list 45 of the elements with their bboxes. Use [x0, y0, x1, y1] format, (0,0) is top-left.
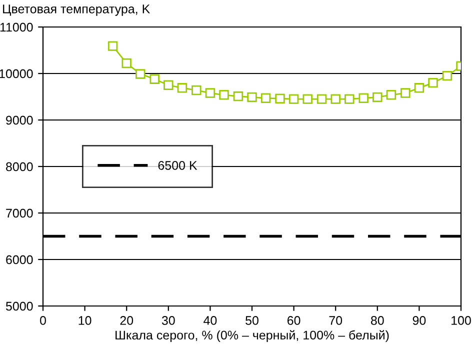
x-tick-label: 80 — [370, 316, 384, 325]
point — [205, 88, 216, 98]
point — [247, 92, 257, 102]
point — [164, 80, 174, 90]
y-tick-label: 8000 — [6, 162, 33, 172]
point — [192, 85, 202, 96]
x-tick-label: 60 — [287, 316, 300, 325]
point — [344, 94, 354, 104]
point — [316, 94, 327, 104]
x-tick-label: 70 — [329, 316, 342, 325]
y-tick-label: 9000 — [6, 116, 33, 125]
point — [386, 90, 396, 100]
y-tick-label: 6000 — [6, 255, 33, 264]
point — [400, 88, 410, 98]
y-tick-label: 5000 — [6, 302, 33, 311]
point — [275, 94, 285, 104]
point — [428, 78, 438, 88]
point — [330, 94, 340, 104]
point — [358, 93, 368, 104]
x-axis-title: Шкала серого, % (0% – черный, 100% – белый) — [116, 330, 389, 342]
point — [302, 94, 312, 104]
x-tick-label: 20 — [120, 316, 134, 325]
point — [219, 90, 229, 100]
y-tick-label: 7000 — [6, 208, 33, 218]
point — [288, 94, 299, 104]
x-tick-label: 0 — [40, 316, 46, 325]
x-tick-label: 30 — [162, 316, 175, 325]
point — [177, 83, 188, 93]
x-tick-label: 90 — [412, 316, 426, 325]
point — [122, 58, 132, 68]
point — [150, 74, 160, 84]
x-tick-label: 40 — [204, 316, 217, 325]
legend-label: 6500 K — [158, 161, 198, 170]
point — [414, 83, 424, 93]
point — [233, 91, 244, 102]
point — [108, 41, 118, 51]
point — [136, 69, 146, 79]
x-tick-label: 50 — [246, 316, 258, 325]
x-tick-label: 100 — [452, 316, 471, 325]
point — [372, 92, 382, 102]
point — [442, 70, 452, 81]
x-tick-label: 10 — [78, 316, 92, 325]
y-tick-label: 11000 — [0, 22, 33, 32]
point — [260, 93, 271, 104]
y-axis-title: Цветовая температура, K — [3, 4, 150, 16]
